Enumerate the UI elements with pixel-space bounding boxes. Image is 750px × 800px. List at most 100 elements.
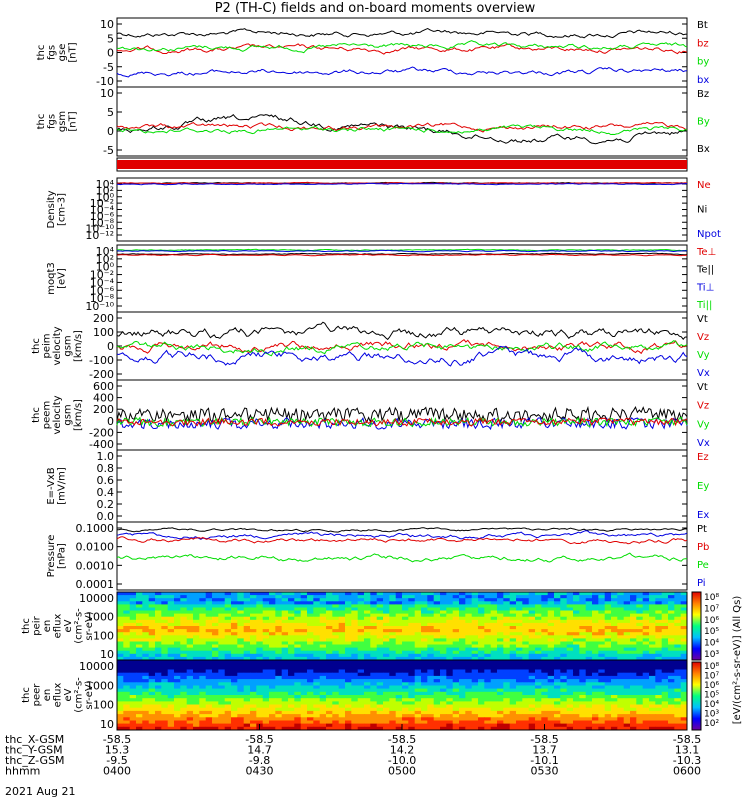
spectrogram-cell <box>617 685 625 690</box>
spectrogram-cell <box>332 672 340 677</box>
spectrogram-cell <box>370 632 378 636</box>
spectrogram-cell <box>136 682 143 686</box>
spectrogram-cell <box>376 717 384 721</box>
spectrogram-cell <box>357 660 365 664</box>
spectrogram-cell <box>231 607 238 612</box>
spectrogram-cell <box>148 656 156 661</box>
spectrogram-cell <box>383 701 390 706</box>
spectrogram-cell <box>573 688 580 693</box>
spectrogram-cell <box>566 595 574 599</box>
spectrogram-cell <box>142 607 150 612</box>
spectrogram-cell <box>452 695 460 699</box>
spectrogram-cell <box>155 632 162 636</box>
spectrogram-cell <box>250 644 257 649</box>
spectrogram-cell <box>370 675 378 680</box>
spectrogram-cell <box>148 604 156 608</box>
spectrogram-cell <box>478 644 485 649</box>
spectrogram-cell <box>136 613 143 618</box>
spectrogram-cell <box>148 607 156 612</box>
spectrogram-cell <box>142 663 150 667</box>
spectrogram-cell <box>307 592 314 596</box>
spectrogram-cell <box>250 632 257 636</box>
spectrogram-cell <box>566 679 574 683</box>
spectrogram-cell <box>509 641 517 646</box>
spectrogram-cell <box>668 714 675 718</box>
spectrogram-cell <box>307 691 314 696</box>
x-tick-label: 0500 <box>388 765 416 778</box>
spectrogram-cell <box>174 622 181 627</box>
spectrogram-cell <box>275 688 283 693</box>
legend-bt: Bt <box>697 20 708 31</box>
y-axis-label: thc <box>31 407 42 423</box>
spectrogram-cell <box>452 632 460 636</box>
spectrogram-cell <box>408 604 416 608</box>
spectrogram-cell <box>484 607 492 612</box>
spectrogram-cell <box>313 653 321 658</box>
spectrogram-cell <box>471 656 479 661</box>
spectrogram-cell <box>503 675 511 680</box>
spectrogram-cell <box>269 610 276 615</box>
spectrogram-cell <box>307 704 314 709</box>
spectrogram-cell <box>440 622 447 627</box>
spectrogram-cell <box>592 723 599 728</box>
spectrogram-cell <box>313 675 321 680</box>
spectrogram-cell <box>680 675 688 680</box>
spectrogram-cell <box>585 698 593 702</box>
spectrogram-cell <box>129 629 137 633</box>
spectrogram-cell <box>332 663 340 667</box>
spectrogram-cell <box>547 675 555 680</box>
spectrogram-cell <box>281 717 289 721</box>
spectrogram-cell <box>338 647 346 652</box>
spectrogram-cell <box>313 650 321 655</box>
spectrogram-cell <box>592 714 599 718</box>
spectrogram-cell <box>262 595 270 599</box>
spectrogram-cell <box>617 644 625 649</box>
spectrogram-cell <box>307 663 314 667</box>
y-tick-label: 10000 <box>79 592 114 605</box>
x-row-label: hhmm <box>5 765 40 778</box>
spectrogram-cell <box>649 641 656 646</box>
spectrogram-cell <box>345 720 352 725</box>
spectrogram-cell <box>674 644 682 649</box>
spectrogram-cell <box>174 626 181 630</box>
spectrogram-cell <box>414 720 422 725</box>
spectrogram-cell <box>636 598 644 602</box>
spectrogram-cell <box>674 723 682 728</box>
y-axis-label: moqt3 <box>46 262 57 295</box>
spectrogram-cell <box>332 598 340 602</box>
spectrogram-cell <box>319 679 327 683</box>
spectrogram-cell <box>554 595 561 599</box>
y-tick-label: 1.0 <box>97 450 115 463</box>
spectrogram-cell <box>180 685 188 690</box>
spectrogram-cell <box>376 598 384 602</box>
spectrogram-cell <box>623 675 631 680</box>
spectrogram-cell <box>395 672 403 677</box>
spectrogram-cell <box>256 701 264 706</box>
spectrogram-cell <box>155 650 162 655</box>
spectrogram-cell <box>218 714 226 718</box>
spectrogram-cell <box>617 666 625 671</box>
spectrogram-cell <box>414 641 422 646</box>
spectrogram-cell <box>592 619 599 624</box>
spectrogram-cell <box>307 666 314 671</box>
page-title: P2 (TH-C) fields and on-board moments ov… <box>214 1 536 16</box>
y-tick-label: -10 <box>96 75 114 88</box>
spectrogram-cell <box>294 723 302 728</box>
spectrogram-cell <box>680 641 688 646</box>
spectrogram-cell <box>452 710 460 715</box>
spectrogram-cell <box>231 613 238 618</box>
spectrogram-cell <box>668 663 675 667</box>
spectrogram-cell <box>123 607 131 612</box>
spectrogram-cell <box>174 710 181 715</box>
y-axis-label: eV <box>63 619 74 632</box>
spectrogram-cell <box>528 714 536 718</box>
spectrogram-cell <box>262 632 270 636</box>
spectrogram-cell <box>490 714 498 718</box>
spectrogram-cell <box>186 613 194 618</box>
spectrogram-cell <box>649 638 656 642</box>
spectrogram-cell <box>319 604 327 608</box>
legend-npot: Npot <box>697 229 721 240</box>
spectrogram-cell <box>357 691 365 696</box>
spectrogram-cell <box>205 629 213 633</box>
spectrogram-cell <box>554 632 561 636</box>
